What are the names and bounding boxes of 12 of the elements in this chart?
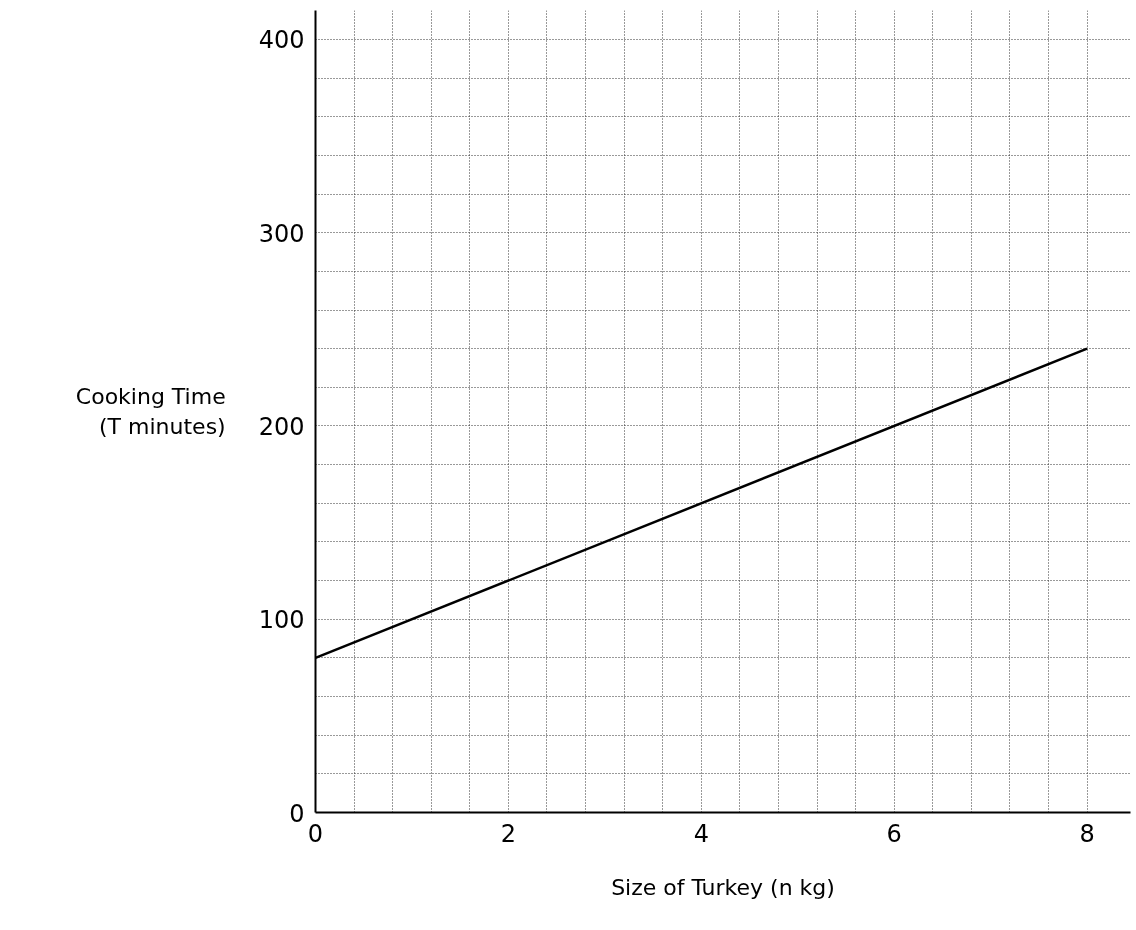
y-axis-title: Cooking Time (T minutes) bbox=[75, 384, 226, 439]
x-tick-label: 0 bbox=[307, 819, 324, 848]
x-tick-label: 4 bbox=[693, 819, 709, 848]
y-tick-label: 100 bbox=[258, 606, 305, 635]
y-tick-label: 300 bbox=[258, 219, 305, 248]
y-tick-label: 200 bbox=[258, 412, 305, 441]
x-tick-label: 8 bbox=[1079, 819, 1095, 848]
y-tick-label: 400 bbox=[258, 26, 305, 55]
x-tick-label: 6 bbox=[886, 819, 902, 848]
x-tick-label: 2 bbox=[500, 819, 517, 848]
x-axis-title: Size of Turkey (n kg) bbox=[611, 874, 835, 900]
y-tick-label: 0 bbox=[289, 799, 305, 828]
